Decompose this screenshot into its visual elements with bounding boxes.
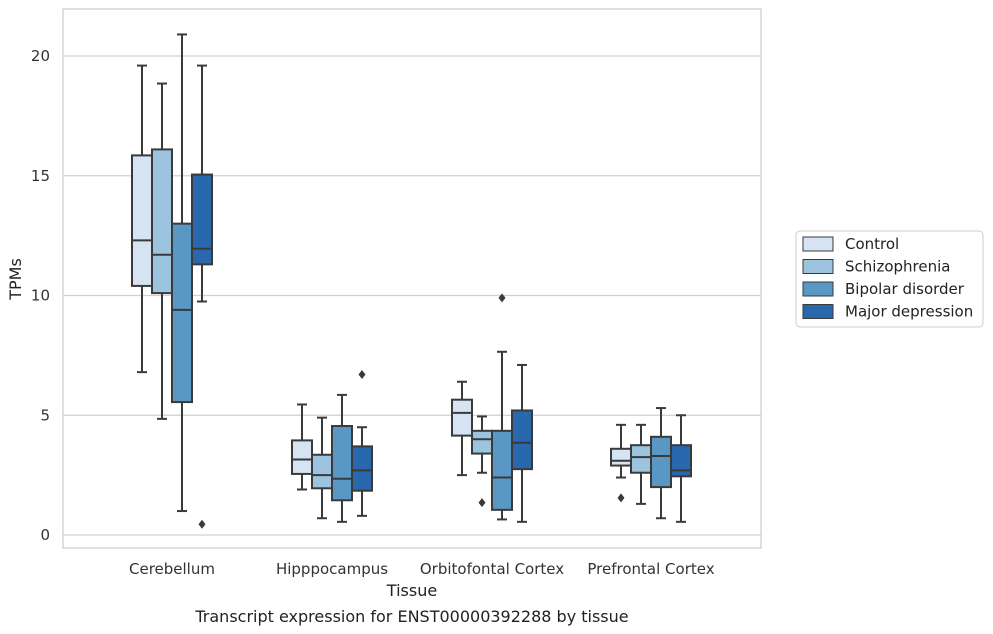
x-tick-label: Cerebellum <box>129 560 215 578</box>
legend-swatch <box>802 304 834 319</box>
box <box>471 429 493 455</box>
series-group <box>171 33 672 523</box>
box <box>151 148 173 295</box>
y-tick-label: 20 <box>31 47 50 65</box>
y-axis-ticks: 0 5 10 15 20 <box>31 47 50 544</box>
y-axis-label: TPMs <box>6 258 25 301</box>
chart-caption: Transcript expression for ENST0000039228… <box>194 607 628 626</box>
outlier-point <box>498 293 506 303</box>
x-tick-label: Hipppocampus <box>276 560 388 578</box>
outlier-point <box>358 370 366 380</box>
legend: Control Schizophrenia Bipolar disorder Majo… <box>795 230 984 328</box>
legend-label: Major depression <box>845 303 973 321</box>
box <box>191 173 213 266</box>
box <box>451 398 473 437</box>
x-axis-ticks: Cerebellum Hipppocampus Orbitofontal Corte… <box>129 560 715 578</box>
box <box>171 222 193 404</box>
box <box>650 435 672 489</box>
box-series <box>131 33 692 529</box>
outlier-point <box>478 498 486 508</box>
box <box>351 445 373 492</box>
x-tick-label: Prefrontal Cortex <box>587 560 714 578</box>
legend-swatch <box>802 236 834 252</box>
y-tick-label: 10 <box>31 287 50 305</box>
box <box>511 409 533 471</box>
box <box>311 453 333 490</box>
box <box>670 444 692 478</box>
legend-swatch <box>802 259 834 274</box>
y-tick-label: 5 <box>40 406 50 424</box>
legend-swatch <box>802 281 834 297</box>
box <box>131 154 153 287</box>
outlier-point <box>198 519 206 529</box>
box <box>610 447 632 467</box>
x-tick-label: Orbitofontal Cortex <box>420 560 564 578</box>
plot-area-frame <box>62 8 762 549</box>
legend-label: Control <box>845 235 899 253</box>
box <box>331 425 353 502</box>
series-group <box>131 64 632 503</box>
y-tick-label: 15 <box>31 167 50 185</box>
series-group <box>191 64 692 529</box>
legend-label: Bipolar disorder <box>845 280 965 298</box>
legend-frame <box>795 230 984 328</box>
y-tick-label: 0 <box>40 526 50 544</box>
box <box>630 444 652 474</box>
box <box>491 429 513 511</box>
legend-label: Schizophrenia <box>845 258 950 276</box>
x-axis-label: Tissue <box>386 581 437 600</box>
box <box>291 439 313 475</box>
series-group <box>151 82 652 520</box>
outlier-point <box>617 493 625 503</box>
